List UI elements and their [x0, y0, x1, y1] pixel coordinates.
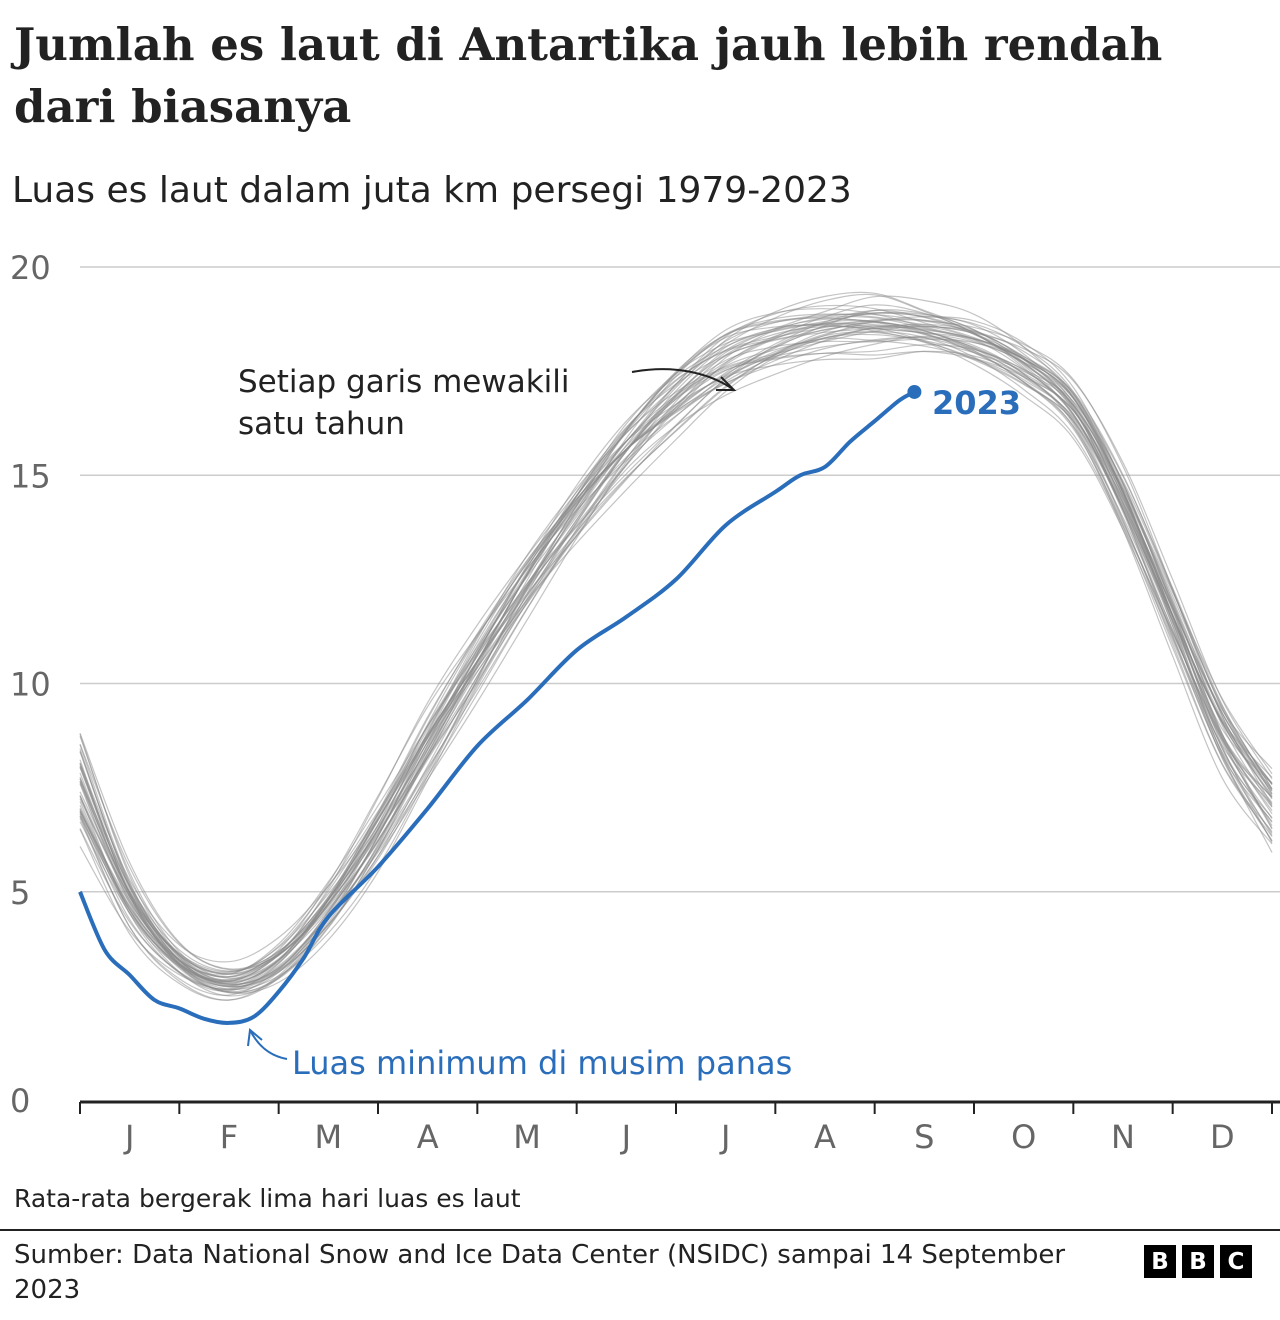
historical-year-line	[79, 323, 1273, 993]
y-tick-label-10: 10	[10, 666, 51, 704]
y-tick-label-15: 15	[10, 457, 51, 495]
historical-year-line	[79, 326, 1273, 983]
x-tick-label-A: A	[814, 1118, 836, 1156]
min-note-arrow	[249, 1029, 288, 1060]
footer-divider	[0, 1229, 1280, 1231]
chart-title: Jumlah es laut di Antartika jauh lebih r…	[14, 18, 1163, 133]
x-tick-label-A: A	[417, 1118, 439, 1156]
x-tick-label-N: N	[1111, 1118, 1135, 1156]
x-tick-label-J: J	[719, 1118, 730, 1156]
bbc-logo-b1: B	[1144, 1245, 1176, 1278]
x-tick-label-S: S	[914, 1118, 934, 1156]
annotations: Setiap garis mewakili satu tahun Luas mi…	[238, 364, 1021, 1082]
historical-year-line	[79, 344, 1273, 996]
lines-note-arrowhead	[716, 376, 737, 391]
series-2023-layer	[78, 384, 922, 1025]
historical-year-line	[79, 291, 1273, 970]
lines-note-line-1: Setiap garis mewakili	[238, 364, 570, 400]
gridlines: 0 5 10 15 20	[10, 249, 1280, 1120]
historical-year-line	[79, 311, 1273, 974]
bbc-logo-b2: B	[1182, 1245, 1214, 1278]
line-chart: 0 5 10 15 20 J F M A M J J A S O N D Setiap garis mewak…	[10, 249, 1280, 1156]
lines-note-line-2: satu tahun	[238, 406, 405, 442]
x-tick-label-J: J	[123, 1118, 134, 1156]
y-tick-label-5: 5	[10, 874, 30, 912]
y-tick-label-20: 20	[10, 249, 51, 287]
series-endpoint-2023	[907, 384, 922, 399]
x-tick-label-M: M	[513, 1118, 541, 1156]
chart-subtitle: Luas es laut dalam juta km persegi 1979-…	[12, 170, 852, 211]
source-note: Sumber: Data National Snow and Ice Data …	[14, 1240, 1066, 1305]
x-tick-label-O: O	[1011, 1118, 1036, 1156]
bbc-logo-c: C	[1220, 1245, 1252, 1278]
x-tick-label-F: F	[220, 1118, 238, 1156]
historical-year-line	[79, 325, 1273, 988]
x-tick-label-M: M	[315, 1118, 343, 1156]
historical-year-line	[79, 293, 1273, 971]
min-note-arrowhead	[247, 1028, 263, 1047]
lines-note-arrow	[631, 368, 735, 391]
historical-year-line	[79, 322, 1273, 985]
historical-year-lines	[79, 291, 1273, 1001]
bbc-logo: B B C	[1144, 1245, 1252, 1278]
historical-year-line	[79, 330, 1273, 991]
x-tick-label-J: J	[620, 1118, 631, 1156]
series-line-2023	[78, 390, 916, 1025]
x-tick-label-D: D	[1210, 1118, 1235, 1156]
historical-year-line	[79, 333, 1273, 994]
series-2023-label: 2023	[932, 384, 1021, 422]
min-note: Luas minimum di musim panas	[292, 1044, 792, 1082]
y-tick-label-0: 0	[10, 1082, 30, 1120]
footnote: Rata-rata bergerak lima hari luas es lau…	[14, 1184, 521, 1213]
